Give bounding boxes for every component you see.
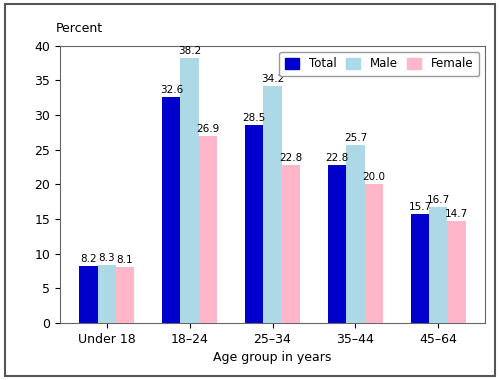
Bar bbox=[448, 221, 466, 323]
Text: 20.0: 20.0 bbox=[362, 172, 385, 182]
Text: 25.7: 25.7 bbox=[344, 133, 367, 143]
Text: 22.8: 22.8 bbox=[326, 153, 349, 163]
Text: 8.1: 8.1 bbox=[116, 255, 133, 265]
Bar bbox=[162, 97, 180, 323]
X-axis label: Age group in years: Age group in years bbox=[214, 351, 332, 364]
Text: 28.5: 28.5 bbox=[242, 113, 266, 123]
Bar bbox=[264, 86, 281, 323]
Bar bbox=[245, 125, 264, 323]
Bar bbox=[328, 165, 346, 323]
Bar bbox=[180, 58, 198, 323]
Bar bbox=[282, 165, 300, 323]
Text: 15.7: 15.7 bbox=[408, 202, 432, 212]
Text: 16.7: 16.7 bbox=[426, 195, 450, 205]
Text: 22.8: 22.8 bbox=[279, 153, 302, 163]
Bar bbox=[198, 136, 217, 323]
Text: 38.2: 38.2 bbox=[178, 46, 201, 56]
Text: 34.2: 34.2 bbox=[261, 74, 284, 84]
Bar bbox=[364, 184, 383, 323]
Bar bbox=[80, 266, 98, 323]
Bar bbox=[116, 267, 134, 323]
Text: 8.2: 8.2 bbox=[80, 254, 97, 264]
Text: 26.9: 26.9 bbox=[196, 124, 220, 135]
Bar bbox=[411, 214, 429, 323]
Text: 8.3: 8.3 bbox=[98, 253, 115, 263]
Text: 32.6: 32.6 bbox=[160, 85, 183, 95]
Legend: Total, Male, Female: Total, Male, Female bbox=[279, 52, 479, 76]
Text: Percent: Percent bbox=[56, 22, 103, 35]
Text: 14.7: 14.7 bbox=[445, 209, 468, 219]
Bar bbox=[98, 266, 116, 323]
Bar bbox=[429, 207, 448, 323]
Bar bbox=[346, 145, 364, 323]
